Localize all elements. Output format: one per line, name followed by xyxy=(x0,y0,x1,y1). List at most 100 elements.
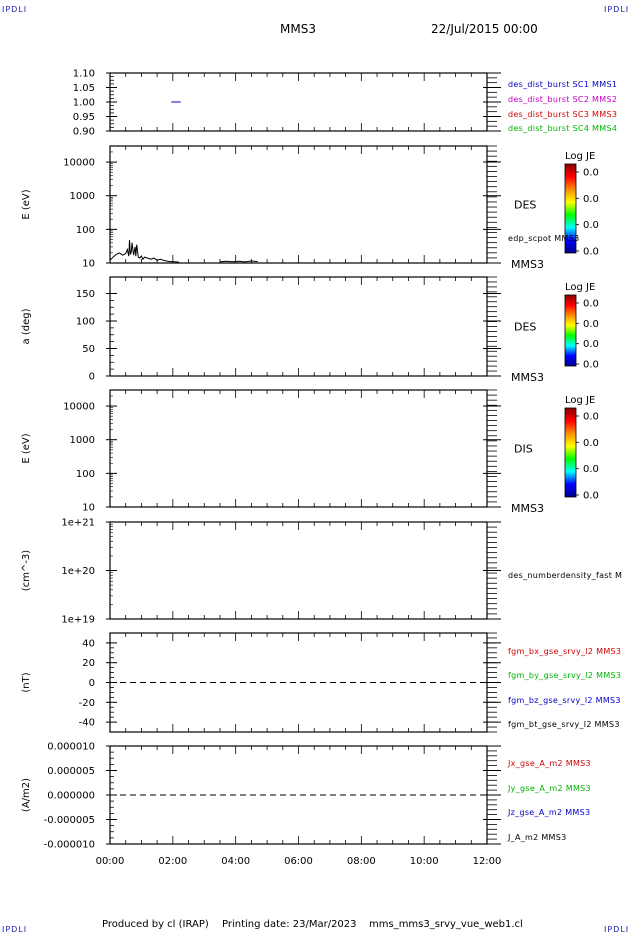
colorbar xyxy=(564,407,577,498)
y-tick-label: 100 xyxy=(76,469,95,480)
y-tick-label: 1.00 xyxy=(73,98,95,109)
y-tick-label: 0 xyxy=(89,678,95,689)
y-axis-label: (A/m2) xyxy=(21,778,32,812)
y-tick-label: 0.90 xyxy=(73,127,95,138)
panel-p2 xyxy=(106,145,579,264)
y-tick-label: 0.95 xyxy=(73,112,95,123)
species-label: DES xyxy=(514,199,536,212)
x-tick-label: 02:00 xyxy=(158,856,187,867)
colorbar-tick-label: 0.0 xyxy=(583,491,599,502)
colorbar-tick-label: 0.0 xyxy=(583,412,599,423)
colorbar-tick-label: 0.0 xyxy=(583,247,599,258)
series-legend-label: fgm_bt_gse_srvy_l2 MMS3 xyxy=(508,720,620,729)
y-tick-label: 0.000010 xyxy=(47,742,95,753)
x-tick-label: 10:00 xyxy=(410,856,439,867)
y-axis-label: E (eV) xyxy=(21,189,32,219)
y-axis-label: (nT) xyxy=(21,672,32,692)
series-legend-label: des_numberdensity_fast M xyxy=(508,571,622,580)
colorbar-title: Log JE xyxy=(565,282,595,293)
series-line xyxy=(109,240,180,263)
series-legend-label: fgm_by_gse_srvy_l2 MMS3 xyxy=(508,671,621,680)
panel-frame xyxy=(109,389,488,508)
series-legend-label: des_dist_burst SC3 MMS3 xyxy=(508,110,617,119)
panel-p3 xyxy=(106,276,579,377)
craft-label: MMS3 xyxy=(511,371,544,384)
x-tick-label: 04:00 xyxy=(221,856,250,867)
colorbar-title: Log JE xyxy=(565,151,595,162)
panel-p6 xyxy=(106,632,501,733)
series-legend-label: des_dist_burst SC2 MMS2 xyxy=(508,95,617,104)
species-label: DES xyxy=(514,321,536,334)
series-legend-label: fgm_bx_gse_srvy_l2 MMS3 xyxy=(508,647,621,656)
y-tick-label: -40 xyxy=(79,718,95,729)
colorbar-tick-label: 0.0 xyxy=(583,319,599,330)
y-axis-label: (cm^-3) xyxy=(21,550,32,591)
corner-label-top-left: IPDLI xyxy=(2,5,28,14)
footer-print-date: Printing date: 23/Mar/2023 xyxy=(222,919,357,930)
y-tick-label: 10 xyxy=(82,259,95,270)
panel-frame xyxy=(109,276,488,377)
y-tick-label: 20 xyxy=(82,658,95,669)
y-tick-label: 0 xyxy=(89,372,95,383)
y-tick-label: 1e+20 xyxy=(61,566,95,577)
y-tick-label: 0.000000 xyxy=(47,791,95,802)
y-tick-label: 100 xyxy=(76,225,95,236)
corner-label-bottom-left: IPDLI xyxy=(2,925,28,934)
footer-producer: Produced by cl (IRAP) xyxy=(102,919,209,930)
y-tick-label: 100 xyxy=(76,317,95,328)
y-tick-label: 1e+21 xyxy=(61,518,95,529)
x-tick-label: 06:00 xyxy=(284,856,313,867)
y-tick-label: -0.000010 xyxy=(44,840,95,851)
series-legend-label: des_dist_burst SC1 MMS1 xyxy=(508,80,617,89)
y-tick-label: -0.000005 xyxy=(44,815,95,826)
footer-script: mms_mms3_srvy_vue_web1.cl xyxy=(369,919,523,930)
series-legend-label: fgm_bz_gse_srvy_l2 MMS3 xyxy=(508,696,621,705)
panel-frame xyxy=(109,72,488,132)
y-axis-label: E (eV) xyxy=(21,433,32,463)
y-tick-label: 1.10 xyxy=(73,69,95,80)
series-legend-label: edp_scpot MMS3 xyxy=(508,234,579,243)
y-tick-label: 40 xyxy=(82,638,95,649)
y-tick-label: 150 xyxy=(76,289,95,300)
colorbar-tick-label: 0.0 xyxy=(583,360,599,371)
corner-label-bottom-right: IPDLI xyxy=(604,925,630,934)
series-legend-label: Jz_gse_A_m2 MMS3 xyxy=(507,808,590,817)
corner-label-top-right: IPDLI xyxy=(604,5,630,14)
panel-frame xyxy=(109,145,488,264)
x-tick-label: 12:00 xyxy=(473,856,502,867)
panel-frame xyxy=(109,521,488,620)
x-tick-label: 00:00 xyxy=(96,856,125,867)
y-tick-label: 50 xyxy=(82,344,95,355)
series-legend-label: des_dist_burst SC4 MMS4 xyxy=(508,124,617,133)
panel-p1 xyxy=(106,72,501,132)
series-legend-label: Jx_gse_A_m2 MMS3 xyxy=(507,759,591,768)
date-title: 22/Jul/2015 00:00 xyxy=(431,22,538,36)
y-tick-label: 0.000005 xyxy=(47,766,95,777)
series-legend-label: J_A_m2 MMS3 xyxy=(507,833,567,842)
y-tick-label: 1000 xyxy=(70,191,95,202)
colorbar xyxy=(564,163,577,254)
craft-label: MMS3 xyxy=(511,258,544,271)
y-tick-label: 1000 xyxy=(70,435,95,446)
craft-label: MMS3 xyxy=(511,502,544,515)
colorbar-title: Log JE xyxy=(565,395,595,406)
y-tick-label: 1.05 xyxy=(73,83,95,94)
colorbar-tick-label: 0.0 xyxy=(583,168,599,179)
colorbar-tick-label: 0.0 xyxy=(583,438,599,449)
colorbar-tick-label: 0.0 xyxy=(583,299,599,310)
colorbar-tick-label: 0.0 xyxy=(583,220,599,231)
colorbar-tick-label: 0.0 xyxy=(583,339,599,350)
colorbar xyxy=(564,294,577,367)
panel-p5 xyxy=(106,521,501,620)
panel-p4 xyxy=(106,389,579,508)
colorbar-tick-label: 0.0 xyxy=(583,194,599,205)
series-line xyxy=(219,260,258,263)
y-tick-label: 10 xyxy=(82,503,95,514)
spacecraft-title: MMS3 xyxy=(280,22,316,36)
y-tick-label: 10000 xyxy=(63,402,95,413)
y-tick-label: 10000 xyxy=(63,158,95,169)
y-axis-label: a (deg) xyxy=(21,308,32,344)
series-legend-label: Jy_gse_A_m2 MMS3 xyxy=(507,784,591,793)
